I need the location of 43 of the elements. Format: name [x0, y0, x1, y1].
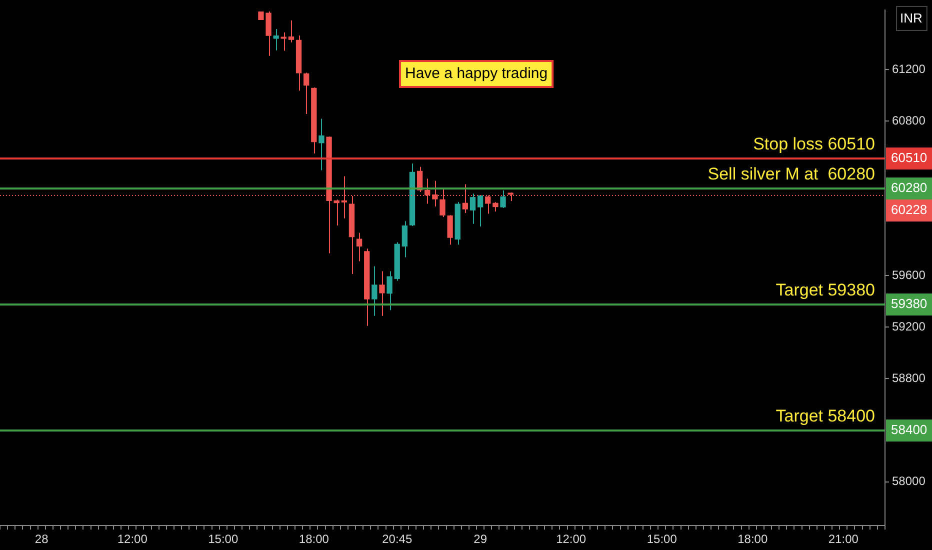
text: 58400 [891, 422, 928, 438]
x-tick-label: 28 [34, 532, 49, 546]
x-tick-label: 12:00 [556, 532, 586, 546]
x-tick-label: 12:00 [117, 532, 148, 546]
text: 60228 [891, 202, 928, 218]
x-tick-label: 18:00 [298, 532, 330, 546]
y-tick-label: 61200 [892, 62, 926, 76]
text: 60280 [891, 180, 928, 196]
y-tick-label: 58000 [892, 474, 926, 488]
ref-line-label: Target 59380 [776, 280, 875, 300]
x-tick-label: 20:45 [382, 532, 412, 546]
candlestick [288, 20, 294, 43]
y-tick-label: 59600 [892, 268, 926, 282]
candlestick [372, 266, 378, 316]
candlestick [304, 72, 310, 115]
candlestick [280, 32, 286, 52]
x-tick-label: 18:00 [738, 532, 768, 546]
candlestick [470, 193, 476, 224]
text: INR [900, 10, 922, 26]
candlestick [386, 270, 392, 311]
y-tick-label: 60800 [892, 113, 926, 128]
text: 59380 [891, 296, 928, 312]
x-tick-label: 15:00 [208, 532, 238, 546]
candlestick [447, 214, 453, 246]
ref-line-label: Target 58400 [776, 406, 875, 426]
y-tick-label: 58800 [892, 371, 926, 386]
candlestick [492, 202, 498, 212]
text: 60510 [891, 150, 928, 166]
annotation: Have a happy trading [405, 65, 548, 82]
candlestick [356, 232, 362, 262]
ref-line-label: Stop loss 60510 [753, 134, 875, 154]
candlestick [379, 270, 385, 316]
candlestick [334, 199, 340, 226]
candlestick [402, 220, 408, 258]
y-tick-label: 59200 [892, 319, 926, 334]
ref-line-label: Sell silver M at 60280 [708, 164, 875, 184]
candlestick [273, 28, 279, 51]
candlestick [477, 194, 484, 228]
x-tick-label: 15:00 [646, 532, 678, 546]
candlestick [500, 190, 506, 208]
x-tick-label: 29 [474, 532, 488, 546]
candlestick [318, 118, 324, 171]
x-tick-label: 21:00 [828, 532, 859, 546]
